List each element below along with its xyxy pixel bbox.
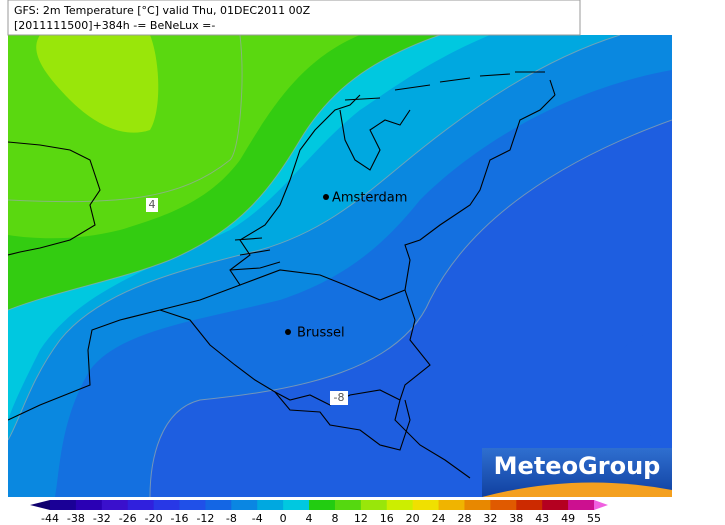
legend-label: 49	[561, 512, 575, 525]
city-label: Amsterdam	[332, 191, 407, 206]
legend-swatch	[334, 500, 362, 510]
contour-label: 4	[149, 198, 156, 211]
legend-label: -16	[171, 512, 189, 525]
legend-swatch	[101, 500, 129, 510]
legend-label: 55	[587, 512, 601, 525]
legend-swatch	[179, 500, 206, 510]
legend-swatch	[205, 500, 232, 510]
city-label: Brussel	[297, 326, 345, 341]
legend-swatch	[386, 500, 414, 510]
legend-label: -26	[119, 512, 137, 525]
legend-swatch	[438, 500, 465, 510]
legend-label: -4	[252, 512, 263, 525]
contour-label-box	[330, 391, 348, 405]
legend-label: -8	[226, 512, 237, 525]
legend-swatch	[153, 500, 181, 510]
legend-label: -38	[67, 512, 85, 525]
legend-label: -44	[41, 512, 59, 525]
legend-swatch	[490, 500, 517, 510]
header-line: GFS: 2m Temperature [°C] valid Thu, 01DE…	[14, 4, 311, 17]
map	[8, 35, 672, 497]
legend-label: 20	[406, 512, 420, 525]
logo-text: MeteoGroup	[494, 452, 661, 480]
legend-swatch	[568, 500, 595, 510]
legend-swatch	[309, 500, 336, 510]
color-legend: -44 -38 -32 -26 -20 -16 -12 -8 -4 0 4 8 12 16 20 24 28 32…	[30, 500, 608, 525]
legend-swatch	[283, 500, 310, 510]
legend-label: 0	[280, 512, 287, 525]
header-line: [2011111500]+384h -= BeNeLux =-	[14, 19, 215, 32]
city-dot	[285, 329, 291, 335]
legend-label: 12	[354, 512, 368, 525]
legend-arrow	[30, 500, 50, 510]
legend-label: 16	[380, 512, 394, 525]
legend-swatch	[50, 500, 77, 510]
legend-label: 38	[509, 512, 523, 525]
legend-arrow	[594, 500, 608, 510]
legend-swatch	[257, 500, 284, 510]
contour-label: -8	[334, 391, 345, 404]
legend-label: 28	[457, 512, 471, 525]
legend-label: -12	[196, 512, 214, 525]
legend-label: 8	[331, 512, 338, 525]
legend-label: -32	[93, 512, 111, 525]
legend-swatch	[516, 500, 543, 510]
legend-label: 24	[432, 512, 446, 525]
city-dot	[323, 194, 329, 200]
legend-label: -20	[145, 512, 163, 525]
logo: MeteoGroup	[482, 448, 672, 497]
legend-swatch	[75, 500, 103, 510]
legend-swatch	[464, 500, 491, 510]
legend-label: 43	[535, 512, 549, 525]
header-box	[7, 0, 581, 36]
legend-swatch	[231, 500, 258, 510]
legend-swatch	[412, 500, 440, 510]
legend-swatch	[127, 500, 155, 510]
legend-label: 4	[306, 512, 313, 525]
legend-swatch	[360, 500, 388, 510]
legend-swatch	[542, 500, 569, 510]
contour-label-box	[146, 198, 158, 212]
legend-label: 32	[483, 512, 497, 525]
